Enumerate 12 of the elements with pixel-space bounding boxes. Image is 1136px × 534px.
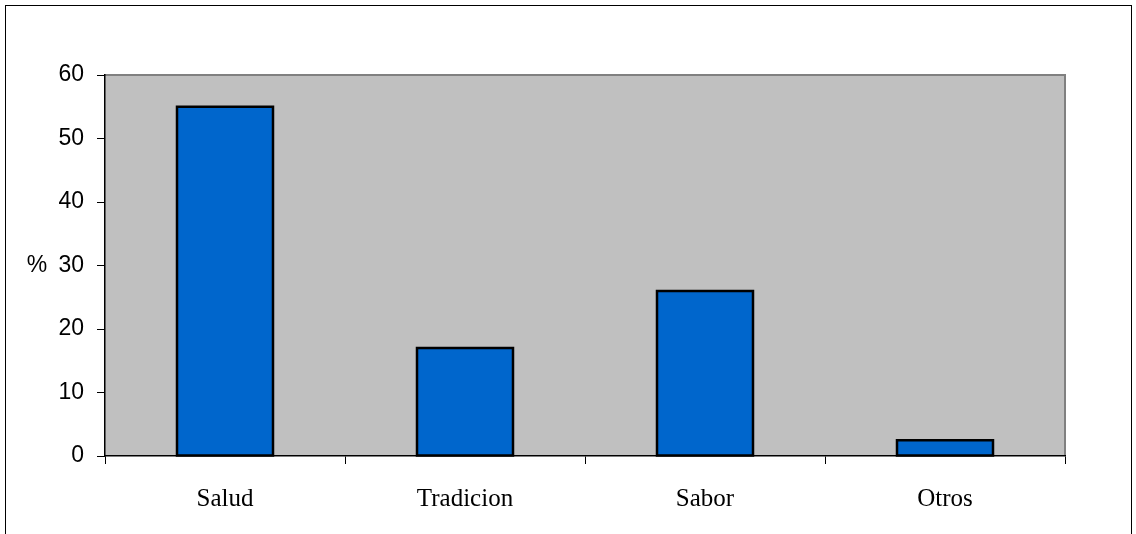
x-tick-label: Sabor bbox=[675, 483, 735, 511]
y-tick-label: 50 bbox=[58, 123, 84, 150]
y-axis-title: % bbox=[26, 250, 48, 277]
y-tick-label: 30 bbox=[58, 250, 84, 277]
y-tick-label: 10 bbox=[58, 377, 84, 404]
x-tick-label: Otros bbox=[917, 483, 973, 511]
y-tick-label: 0 bbox=[71, 441, 84, 468]
y-tick-label: 60 bbox=[58, 60, 84, 87]
y-tick-label: 20 bbox=[58, 314, 84, 341]
x-tick-label: Tradicion bbox=[416, 483, 514, 511]
y-tick-label: 40 bbox=[58, 187, 84, 214]
x-tick-label: Salud bbox=[196, 483, 254, 511]
